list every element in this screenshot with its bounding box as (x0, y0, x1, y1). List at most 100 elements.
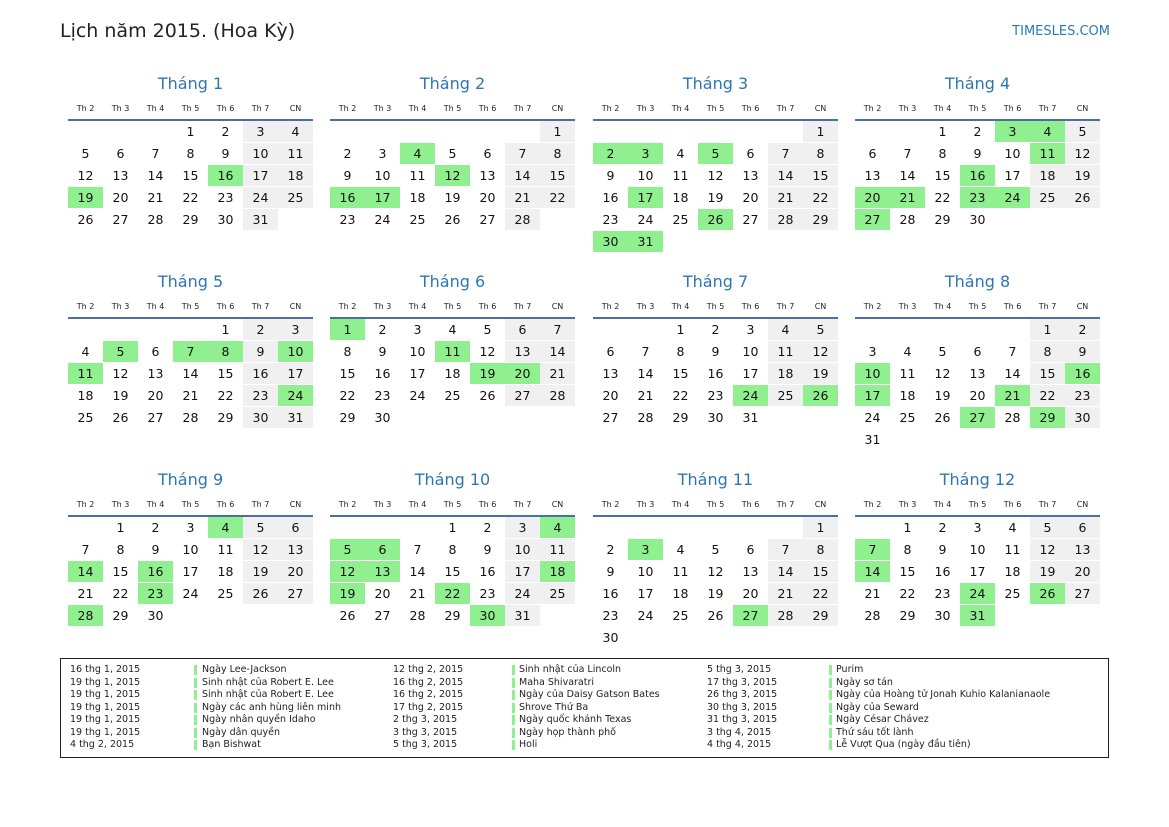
day-cell: 7 (505, 143, 540, 164)
day-cell: 12 (243, 539, 278, 560)
holiday-name: Ngày nhân quyền Idaho (202, 714, 316, 725)
day-cell: 17 (628, 187, 663, 208)
day-cell: 10 (855, 363, 890, 384)
day-cell: 23 (707, 388, 724, 403)
weekday-label: Th 2 (863, 500, 882, 509)
holiday-date: 31 thg 3, 2015 (707, 714, 778, 725)
weekday-label: Th 4 (933, 500, 952, 509)
header-rule (593, 119, 838, 121)
weekday-label: Th 6 (478, 302, 497, 311)
day-cell: 10 (505, 539, 540, 560)
day-cell: 30 (217, 212, 234, 227)
holiday-date: 30 thg 3, 2015 (707, 701, 778, 713)
weekday-label: Th 3 (636, 104, 655, 113)
day-cell: 10 (637, 564, 654, 579)
day-cell: 27 (602, 410, 619, 425)
day-cell: 13 (742, 564, 759, 579)
day-cell: 26 (698, 209, 733, 230)
weekday-label: Th 6 (1003, 302, 1022, 311)
holiday-marker (512, 715, 515, 725)
day-cell: 18 (1030, 165, 1065, 186)
day-cell: 14 (505, 165, 540, 186)
holiday-marker (194, 690, 197, 700)
day-cell: 4 (400, 143, 435, 164)
day-cell: 28 (637, 410, 654, 425)
holiday-name: Ngày quốc khánh Texas (519, 714, 632, 725)
day-cell: 6 (1065, 517, 1100, 538)
weekday-label: Th 3 (898, 302, 917, 311)
day-cell: 13 (864, 168, 881, 183)
weekday-label: Th 7 (776, 104, 795, 113)
holiday-marker (829, 677, 832, 688)
day-cell: 8 (938, 146, 947, 161)
day-cell: 9 (938, 542, 947, 557)
day-cell: 7 (641, 344, 650, 359)
weekday-label: Th 4 (408, 302, 427, 311)
weekday-label: Th 2 (601, 104, 620, 113)
day-cell: 30 (470, 605, 505, 626)
weekday-label: Th 2 (76, 500, 95, 509)
weekday-label: Th 6 (478, 104, 497, 113)
day-cell: 29 (112, 608, 129, 623)
day-cell: 23 (602, 608, 619, 623)
day-cell: 27 (479, 212, 496, 227)
day-cell: 14 (768, 165, 803, 186)
day-cell: 21 (147, 190, 164, 205)
day-cell: 2 (938, 520, 947, 535)
day-cell: 25 (540, 583, 575, 604)
holiday-name: Shrove Thứ Ba (519, 701, 589, 713)
weekday-label: Th 6 (478, 500, 497, 509)
day-cell: 24 (374, 212, 391, 227)
weekday-label: CN (289, 500, 302, 509)
day-cell: 20 (505, 363, 540, 384)
day-cell: 7 (855, 539, 890, 560)
day-cell: 20 (278, 561, 313, 582)
day-cell: 3 (746, 322, 755, 337)
weekday-label: Th 2 (863, 302, 882, 311)
weekday-label: Th 5 (443, 104, 462, 113)
day-cell: 24 (733, 385, 768, 406)
day-cell: 6 (746, 542, 755, 557)
day-cell: 3 (995, 121, 1030, 142)
holiday-marker (194, 702, 197, 713)
holiday-list: 16 thg 1, 2015 Ngày Lee-Jackson 19 thg 1, … (60, 658, 1109, 758)
site-link[interactable]: TIMESLES.COM (1012, 24, 1110, 39)
day-cell: 5 (711, 542, 720, 557)
weekday-label: Th 3 (373, 500, 392, 509)
day-cell: 29 (444, 608, 461, 623)
day-cell: 27 (733, 605, 768, 626)
day-cell: 15 (934, 168, 951, 183)
day-cell: 3 (378, 146, 387, 161)
holiday-marker (829, 727, 832, 738)
day-cell: 24 (505, 583, 540, 604)
day-cell: 26 (1030, 583, 1065, 604)
day-cell: 24 (637, 212, 654, 227)
day-cell: 6 (973, 344, 982, 359)
header-rule (68, 515, 313, 517)
day-cell: 3 (628, 143, 663, 164)
day-cell: 22 (112, 586, 129, 601)
weekday-label: Th 5 (181, 500, 200, 509)
weekday-label: CN (289, 104, 302, 113)
day-cell: 11 (1004, 542, 1021, 557)
day-cell: 28 (68, 605, 103, 626)
day-cell: 31 (505, 605, 540, 626)
day-cell: 12 (934, 366, 951, 381)
day-cell: 5 (103, 341, 138, 362)
day-cell: 16 (208, 165, 243, 186)
day-cell: 24 (409, 388, 426, 403)
day-cell: 7 (768, 539, 803, 560)
day-cell: 18 (540, 561, 575, 582)
holiday-name: Ngày của Daisy Gatson Bates (519, 689, 660, 700)
day-cell: 13 (147, 366, 164, 381)
day-cell: 4 (448, 322, 457, 337)
day-cell: 4 (676, 542, 685, 557)
day-cell: 15 (339, 366, 356, 381)
day-cell: 9 (378, 344, 387, 359)
day-cell: 18 (899, 388, 916, 403)
day-cell: 5 (448, 146, 457, 161)
holiday-name: Ngày của Seward (836, 701, 919, 713)
weekday-label: Th 4 (671, 302, 690, 311)
day-cell: 9 (606, 564, 615, 579)
day-cell: 9 (151, 542, 160, 557)
